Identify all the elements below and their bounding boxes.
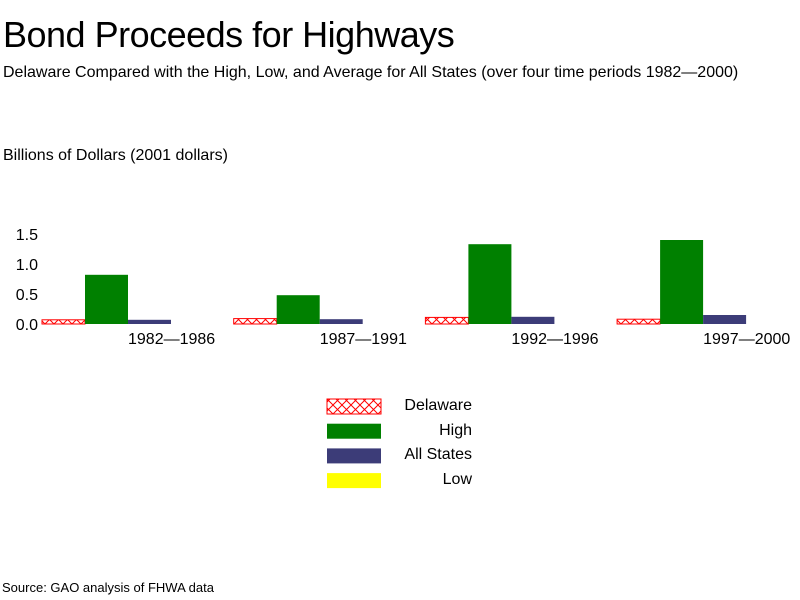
bar-delaware (41, 319, 86, 325)
chart-title: Bond Proceeds for Highways (3, 14, 455, 55)
legend-swatch (327, 473, 381, 489)
x-tick-label: 1982—1986 (128, 331, 215, 348)
y-tick-label: 1.5 (16, 227, 38, 244)
bar-all-states (319, 319, 363, 324)
x-tick-label: 1992—1996 (511, 331, 598, 348)
y-tick-label: 0.0 (16, 317, 38, 334)
chart-subtitle: Delaware Compared with the High, Low, an… (3, 64, 739, 81)
legend-swatch (326, 398, 382, 415)
x-tick-label: 1997—2000 (703, 331, 790, 348)
legend-swatch (327, 423, 381, 439)
legend-label: All States (404, 446, 472, 464)
y-tick-label: 0.5 (16, 287, 38, 304)
bar-all-states (703, 315, 747, 324)
bar-high (85, 274, 128, 324)
bar-high (660, 240, 704, 324)
legend-label: Delaware (404, 397, 472, 414)
legend-label: Low (442, 471, 472, 489)
bar-all-states (128, 319, 171, 324)
x-tick-label: 1987—1991 (320, 331, 407, 348)
source-note: Source: GAO analysis of FHWA data (2, 580, 214, 595)
bar-delaware (233, 318, 278, 325)
y-axis-label: Billions of Dollars (2001 dollars) (3, 147, 228, 164)
bar-delaware (616, 318, 661, 325)
legend-swatch (327, 448, 381, 464)
bar-high (276, 295, 320, 324)
bar-all-states (511, 316, 555, 324)
bar-delaware (424, 316, 469, 325)
legend-label: High (439, 421, 472, 439)
bar-high (468, 244, 512, 324)
y-tick-label: 1.0 (16, 257, 38, 274)
